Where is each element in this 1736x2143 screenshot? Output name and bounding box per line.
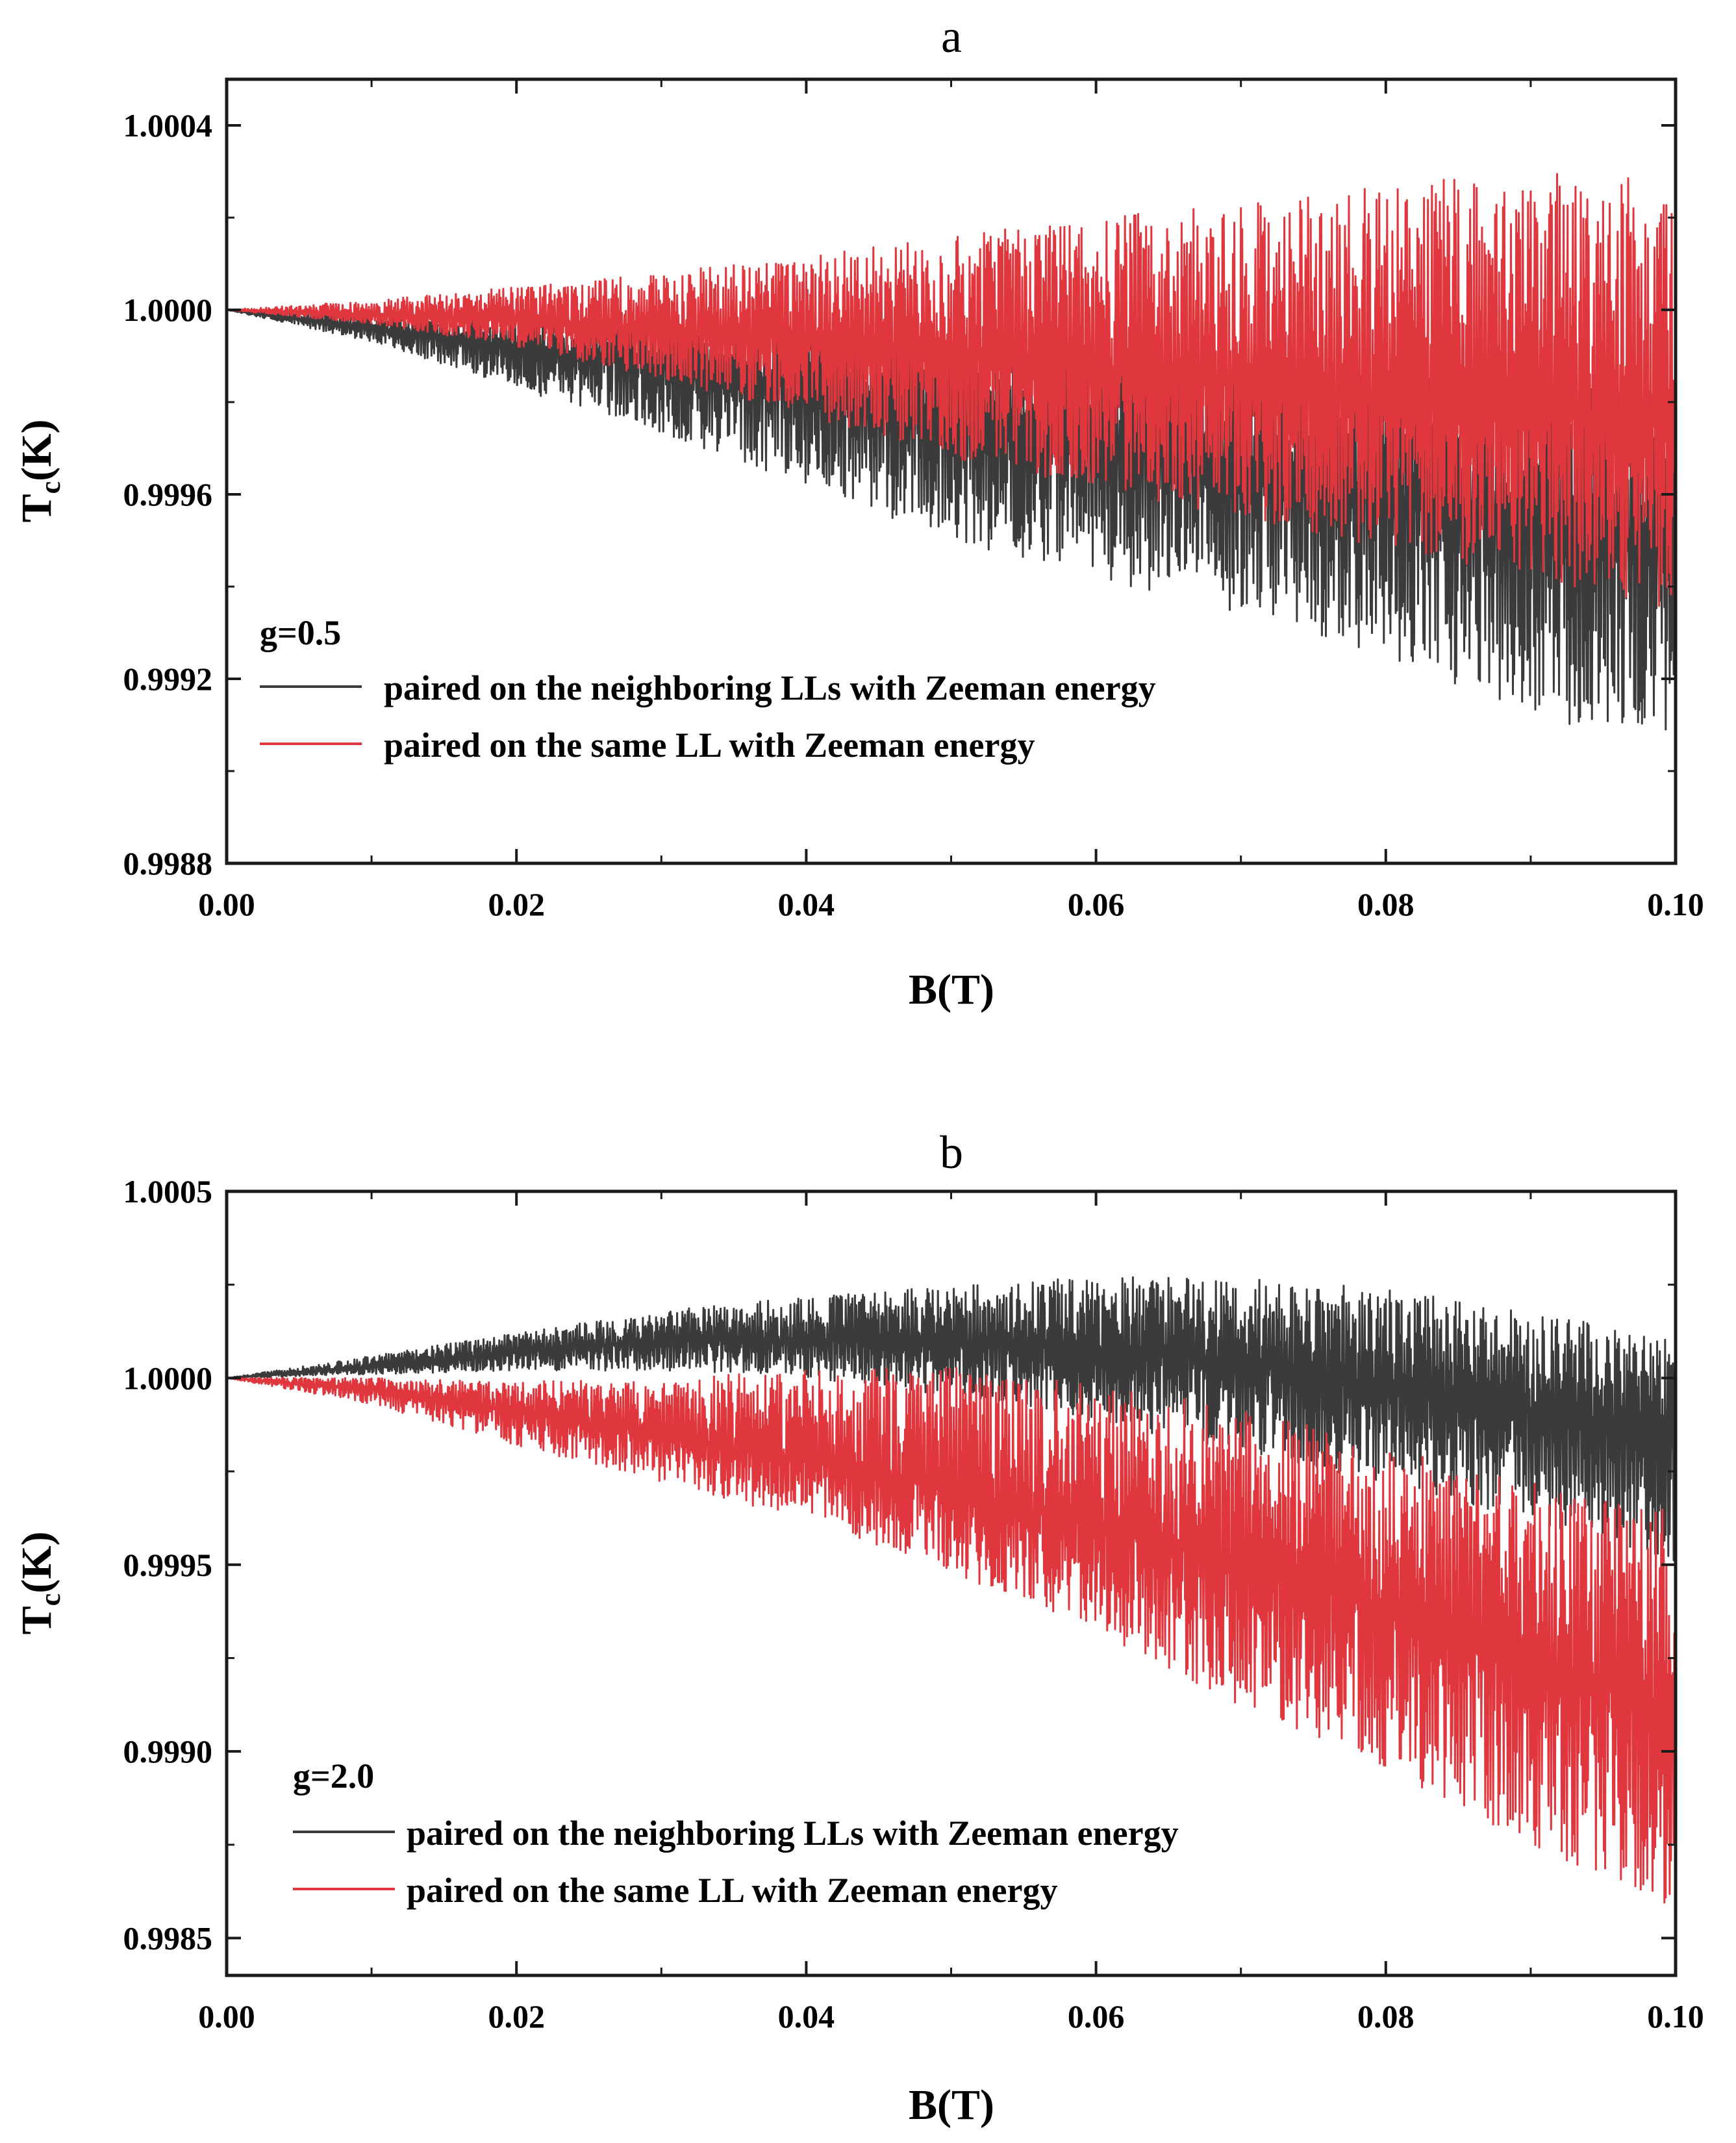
series-line-same-ll	[227, 173, 1676, 607]
y-tick-label: 1.0000	[123, 292, 213, 328]
panel-b-x-axis: 0.00 0.02 0.04 0.06 0.08 0.10	[198, 1191, 1704, 2035]
panel-a-legend-title: g=0.5	[260, 613, 341, 652]
panel-a-y-axis-label: Tc(K)	[13, 420, 66, 523]
panel-b-y-label-sub: c	[34, 1593, 66, 1606]
y-tick-label: 1.0000	[123, 1360, 213, 1396]
panel-a-legend: g=0.5 paired on the neighboring LLs with…	[260, 613, 1156, 765]
x-tick-label: 0.00	[198, 886, 255, 922]
y-tick-label: 0.9985	[123, 1920, 213, 1957]
x-tick-label: 0.08	[1357, 886, 1415, 922]
panel-b-legend-title: g=2.0	[293, 1756, 374, 1795]
panel-b-y-label-main: T	[13, 1606, 60, 1634]
panel-b-legend: g=2.0 paired on the neighboring LLs with…	[293, 1756, 1179, 1910]
panel-b: b 0.00 0.02 0.04 0.06 0.08 0.10 0.99850.99900…	[13, 1126, 1704, 2129]
y-tick-label: 1.0004	[123, 107, 213, 144]
panel-b-y-axis-label: Tc(K)	[13, 1532, 66, 1635]
y-tick-label: 0.9996	[123, 476, 213, 513]
y-tick-label: 0.9990	[123, 1733, 213, 1769]
y-tick-label: 1.0005	[123, 1173, 213, 1210]
panel-a-legend-label-same: paired on the same LL with Zeeman energy	[384, 726, 1035, 765]
x-tick-label: 0.10	[1647, 886, 1704, 922]
panel-a-x-axis-label: B(T)	[909, 966, 994, 1013]
panel-a: a 0.00 0.02 0.04 0.06 0.08 0.10 0.99880.99920…	[13, 10, 1704, 1013]
panel-b-y-label-tail: (K)	[13, 1532, 60, 1593]
panel-a-legend-label-neighboring: paired on the neighboring LLs with Zeema…	[384, 668, 1156, 707]
panel-a-x-axis: 0.00 0.02 0.04 0.06 0.08 0.10	[198, 79, 1704, 922]
x-tick-label: 0.10	[1647, 1998, 1704, 2035]
panel-a-y-label-main: T	[13, 494, 60, 522]
x-tick-label: 0.06	[1068, 886, 1125, 922]
panel-b-x-axis-label: B(T)	[909, 2081, 994, 2129]
panel-a-y-label-tail: (K)	[13, 420, 60, 481]
series-line-neighboring-lls	[227, 1276, 1676, 1562]
y-tick-label: 0.9995	[123, 1547, 213, 1583]
panel-a-title: a	[941, 10, 962, 62]
x-tick-label: 0.08	[1357, 1998, 1415, 2035]
x-tick-label: 0.02	[488, 886, 545, 922]
panel-b-title: b	[940, 1126, 963, 1178]
panel-a-y-axis: 0.9988 0.9992 0.9996 1.0000 1.0004	[123, 107, 1676, 881]
y-tick-label: 0.9992	[123, 661, 213, 697]
panel-b-plot-area	[225, 1189, 1678, 1977]
x-tick-label: 0.06	[1068, 1998, 1125, 2035]
panel-b-y-axis: 0.9985 0.9990 0.9995 1.0000 1.0005	[123, 1173, 1676, 1957]
panel-b-legend-label-neighboring: paired on the neighboring LLs with Zeema…	[407, 1814, 1179, 1853]
panel-b-legend-label-same: paired on the same LL with Zeeman energy	[407, 1871, 1057, 1910]
x-tick-label: 0.00	[198, 1998, 255, 2035]
panel-a-y-label-sub: c	[34, 481, 66, 494]
panel-b-frame	[225, 1189, 1678, 1977]
x-tick-label: 0.04	[778, 1998, 835, 2035]
x-tick-label: 0.02	[488, 1998, 545, 2035]
x-tick-label: 0.04	[778, 886, 835, 922]
series-line-same-ll	[227, 1367, 1676, 1904]
y-tick-label: 0.9988	[123, 845, 213, 881]
